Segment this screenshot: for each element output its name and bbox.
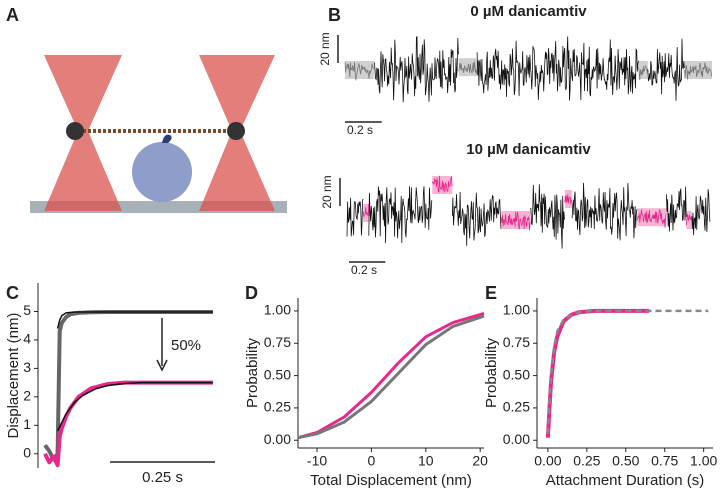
series-line	[297, 312, 485, 440]
trace-title: 10 µM danicamtiv	[466, 141, 591, 158]
y-tick-label: 3	[23, 359, 31, 375]
trace-noise	[346, 197, 364, 237]
series-line	[56, 311, 213, 329]
trace-noise	[374, 36, 459, 103]
bead	[227, 122, 245, 140]
y-tick-label: 0.00	[264, 431, 291, 447]
trace-noise	[451, 191, 502, 246]
scale-label-y: 20 nm	[318, 32, 332, 65]
y-tick-label: 0.00	[503, 431, 530, 447]
panel-label: E	[485, 283, 497, 303]
bound-segment	[686, 211, 692, 229]
scale-label-x: 0.25 s	[142, 469, 183, 486]
series-line	[546, 309, 709, 434]
scale-label-x: 0.2 s	[351, 263, 377, 277]
trace-noise	[637, 208, 667, 228]
panel-label: A	[6, 5, 19, 25]
trace-noise	[500, 211, 531, 231]
y-tick-label: 0.25	[503, 399, 530, 415]
bound-segment	[501, 211, 531, 229]
series-line	[297, 314, 485, 440]
trace-noise	[362, 203, 370, 219]
scale-label-y: 20 nm	[320, 175, 334, 208]
trace-noise	[686, 213, 693, 226]
panel-label: B	[328, 5, 341, 25]
bound-segment	[564, 190, 573, 208]
trace-noise	[571, 182, 638, 241]
trace-noise	[564, 194, 573, 205]
x-tick-label: 1.00	[690, 453, 717, 469]
bound-segment	[432, 176, 453, 194]
trace-title: 0 µM danicamtiv	[470, 3, 587, 20]
y-tick-label: 1	[23, 416, 31, 432]
y-tick-label: 0.50	[503, 366, 530, 382]
bound-segment	[637, 208, 667, 227]
y-axis-label: Probability	[244, 337, 261, 408]
y-tick-label: 0	[23, 444, 31, 460]
y-tick-label: 1.00	[264, 302, 291, 318]
bound-segment	[638, 61, 648, 79]
bead	[66, 122, 84, 140]
x-tick-label: 0.00	[534, 453, 561, 469]
x-tick-label: 0.50	[612, 453, 639, 469]
x-tick-label: 0	[368, 453, 376, 469]
trace-noise	[691, 189, 711, 236]
trace-noise	[684, 62, 712, 80]
annotation: 50%	[171, 337, 201, 354]
annotation-arrowhead	[156, 359, 168, 372]
series-line	[56, 381, 213, 432]
trace-noise	[647, 38, 685, 101]
series-line	[43, 380, 213, 468]
bound-segment	[458, 58, 478, 77]
x-axis-label: Attachment Duration (s)	[546, 472, 704, 489]
bound-segment	[345, 61, 375, 79]
x-axis-label: Total Displacement (nm)	[310, 472, 472, 489]
x-tick-label: 0.25	[573, 453, 600, 469]
pedestal-bead	[132, 142, 192, 202]
bound-segment	[363, 204, 369, 222]
trace-noise	[666, 186, 687, 232]
myosin	[162, 134, 172, 143]
y-tick-label: 0.50	[264, 366, 291, 382]
series-line	[43, 310, 213, 462]
x-tick-label: 10	[418, 453, 434, 469]
x-tick-label: 20	[472, 453, 488, 469]
trace-noise	[344, 62, 375, 81]
optical-trap-diagram	[30, 55, 287, 213]
y-tick-label: 2	[23, 388, 31, 404]
y-tick-label: 1.00	[503, 302, 530, 318]
trace-noise	[368, 186, 433, 244]
y-tick-label: 0.75	[503, 334, 530, 350]
scale-label-x: 0.2 s	[347, 123, 373, 137]
trace-noise	[638, 65, 648, 80]
trace-noise	[530, 184, 565, 249]
y-tick-label: 0.75	[264, 334, 291, 350]
x-tick-label: 0.75	[651, 453, 678, 469]
trace-noise	[431, 175, 453, 193]
panel-label: D	[245, 283, 258, 303]
y-axis-label: Displacement (nm)	[5, 313, 22, 439]
y-tick-label: 5	[23, 302, 31, 318]
y-tick-label: 0.25	[264, 399, 291, 415]
panel-label: C	[6, 283, 19, 303]
trace-noise	[458, 61, 478, 75]
trace-noise	[476, 36, 639, 101]
series-line	[545, 308, 650, 438]
y-tick-label: 4	[23, 331, 31, 347]
bound-segment	[684, 61, 712, 79]
y-axis-label: Probability	[483, 337, 500, 408]
x-tick-label: -10	[307, 453, 327, 469]
